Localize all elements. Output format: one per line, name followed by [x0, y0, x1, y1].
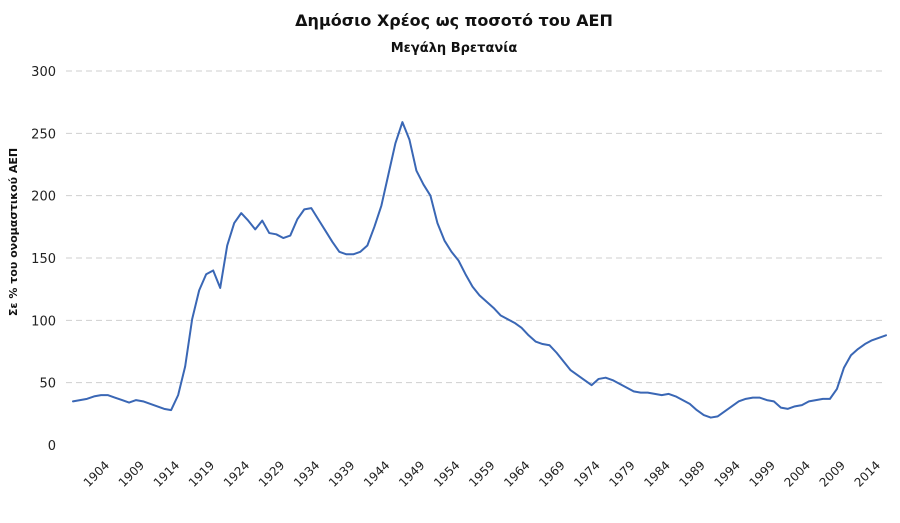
x-tick-label: 1949	[396, 458, 427, 489]
x-tick-label: 1964	[501, 458, 532, 489]
x-tick-label: 1909	[116, 458, 147, 489]
y-tick-label: 150	[31, 252, 56, 267]
y-axis-label: Σε % του ονομαστικού ΑΕΠ	[7, 148, 20, 316]
chart-title: Δημόσιο Χρέος ως ποσοτό του ΑΕΠ	[295, 11, 613, 30]
x-tick-label: 1934	[291, 458, 322, 489]
x-tick-label: 1924	[221, 458, 252, 489]
x-tick-label: 1959	[466, 458, 497, 489]
x-tick-label: 2009	[817, 458, 848, 489]
y-tick-labels: 0 50 100 150 200 250 300	[31, 65, 56, 454]
y-tick-label: 250	[31, 127, 56, 142]
x-tick-label: 1994	[711, 458, 742, 489]
gridlines	[66, 70, 886, 384]
x-tick-label: 1939	[326, 458, 357, 489]
x-tick-label: 1919	[186, 458, 217, 489]
y-tick-label: 50	[39, 377, 56, 392]
x-tick-label: 1974	[571, 458, 602, 489]
x-tick-label: 1914	[151, 458, 182, 489]
x-tick-label: 1979	[606, 458, 637, 489]
x-tick-label: 1989	[676, 458, 707, 489]
series-layer	[72, 121, 887, 419]
x-tick-label: 1984	[641, 458, 672, 489]
y-tick-label: 100	[31, 314, 56, 329]
series-line	[72, 121, 887, 419]
x-tick-labels: 1904 1909 1914 1919 1924 1929 1934 1939 1944 1949…	[81, 458, 883, 489]
y-tick-label: 200	[31, 190, 56, 205]
x-tick-label: 1969	[536, 458, 567, 489]
x-tick-label: 1904	[81, 458, 112, 489]
x-tick-label: 1999	[746, 458, 777, 489]
x-tick-label: 1944	[361, 458, 392, 489]
x-tick-label: 2004	[782, 458, 813, 489]
x-tick-label: 1929	[256, 458, 287, 489]
y-tick-label: 0	[48, 439, 56, 454]
x-tick-label: 2014	[852, 458, 883, 489]
y-tick-label: 300	[31, 65, 56, 80]
chart-subtitle: Μεγάλη Βρετανία	[391, 41, 518, 56]
x-tick-label: 1954	[431, 458, 462, 489]
